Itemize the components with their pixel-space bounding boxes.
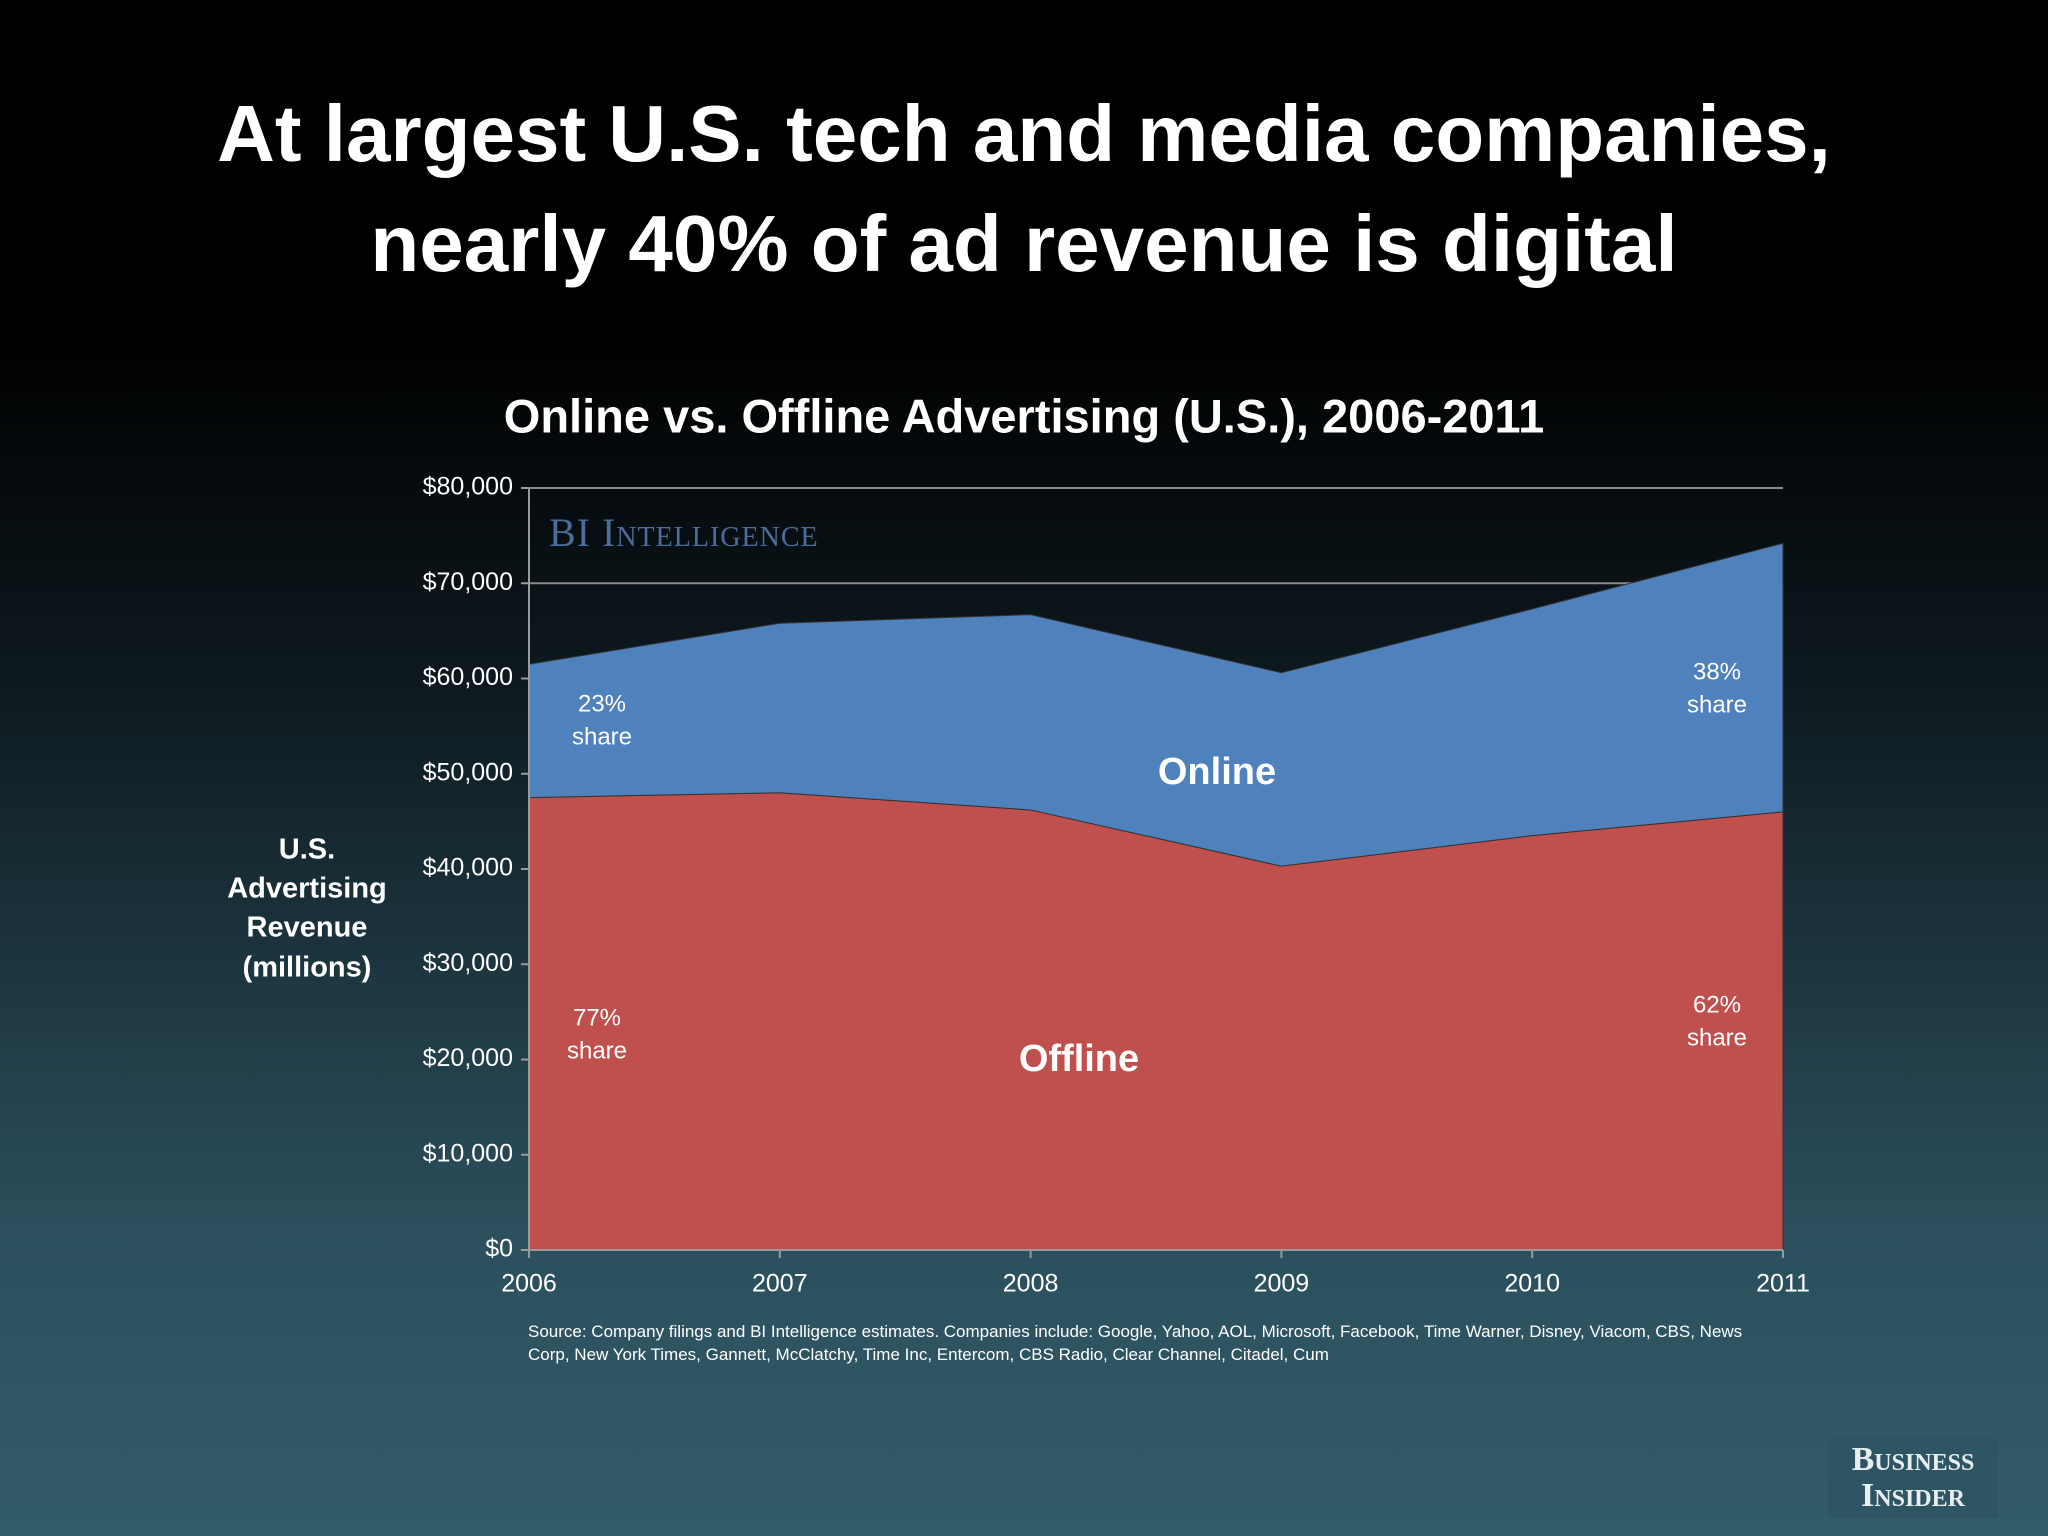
logo: Business: [1852, 1441, 1975, 1478]
annotation: 77%: [573, 1004, 621, 1031]
y-tick-label: $10,000: [423, 1139, 513, 1167]
x-tick-label: 2007: [752, 1270, 808, 1298]
annotation: 38%: [1693, 658, 1741, 685]
x-tick-label: 2010: [1504, 1270, 1560, 1298]
x-tick-label: 2006: [501, 1270, 557, 1298]
annotation: 23%: [578, 690, 626, 717]
y-tick-label: $80,000: [423, 473, 513, 501]
annotation: 62%: [1693, 991, 1741, 1018]
y-tick-label: $60,000: [423, 663, 513, 691]
source-note: Source: Company filings and BI Intellige…: [528, 1322, 1743, 1364]
x-tick-label: 2009: [1254, 1270, 1310, 1298]
series-label: Online: [1158, 751, 1276, 793]
annotation: share: [572, 723, 632, 750]
y-axis-label: U.S.: [279, 834, 335, 866]
annotation: share: [1687, 1024, 1747, 1051]
y-axis-label: (millions): [243, 952, 372, 984]
y-axis-label: Revenue: [247, 912, 368, 944]
y-tick-label: $70,000: [423, 568, 513, 596]
y-axis-label: Advertising: [227, 873, 387, 905]
area: [528, 792, 1784, 1251]
x-tick-label: 2008: [1003, 1270, 1059, 1298]
y-tick-label: $50,000: [423, 758, 513, 786]
y-tick-label: $30,000: [423, 949, 513, 977]
annotation: share: [567, 1037, 627, 1064]
logo: Insider: [1861, 1477, 1966, 1514]
y-tick-label: $0: [485, 1235, 513, 1263]
page-title: nearly 40% of ad revenue is digital: [370, 199, 1677, 288]
annotation: share: [1687, 691, 1747, 718]
page-title: At largest U.S. tech and media companies…: [217, 89, 1831, 178]
area: [528, 542, 1784, 867]
x-tick-label: 2011: [1756, 1270, 1810, 1298]
y-tick-label: $20,000: [423, 1044, 513, 1072]
watermark: BI Intelligence: [549, 510, 819, 555]
chart-title: Online vs. Offline Advertising (U.S.), 2…: [504, 389, 1544, 442]
series-label: Offline: [1019, 1038, 1139, 1080]
logo-box: [1828, 1438, 1998, 1518]
y-tick-label: $40,000: [423, 854, 513, 882]
